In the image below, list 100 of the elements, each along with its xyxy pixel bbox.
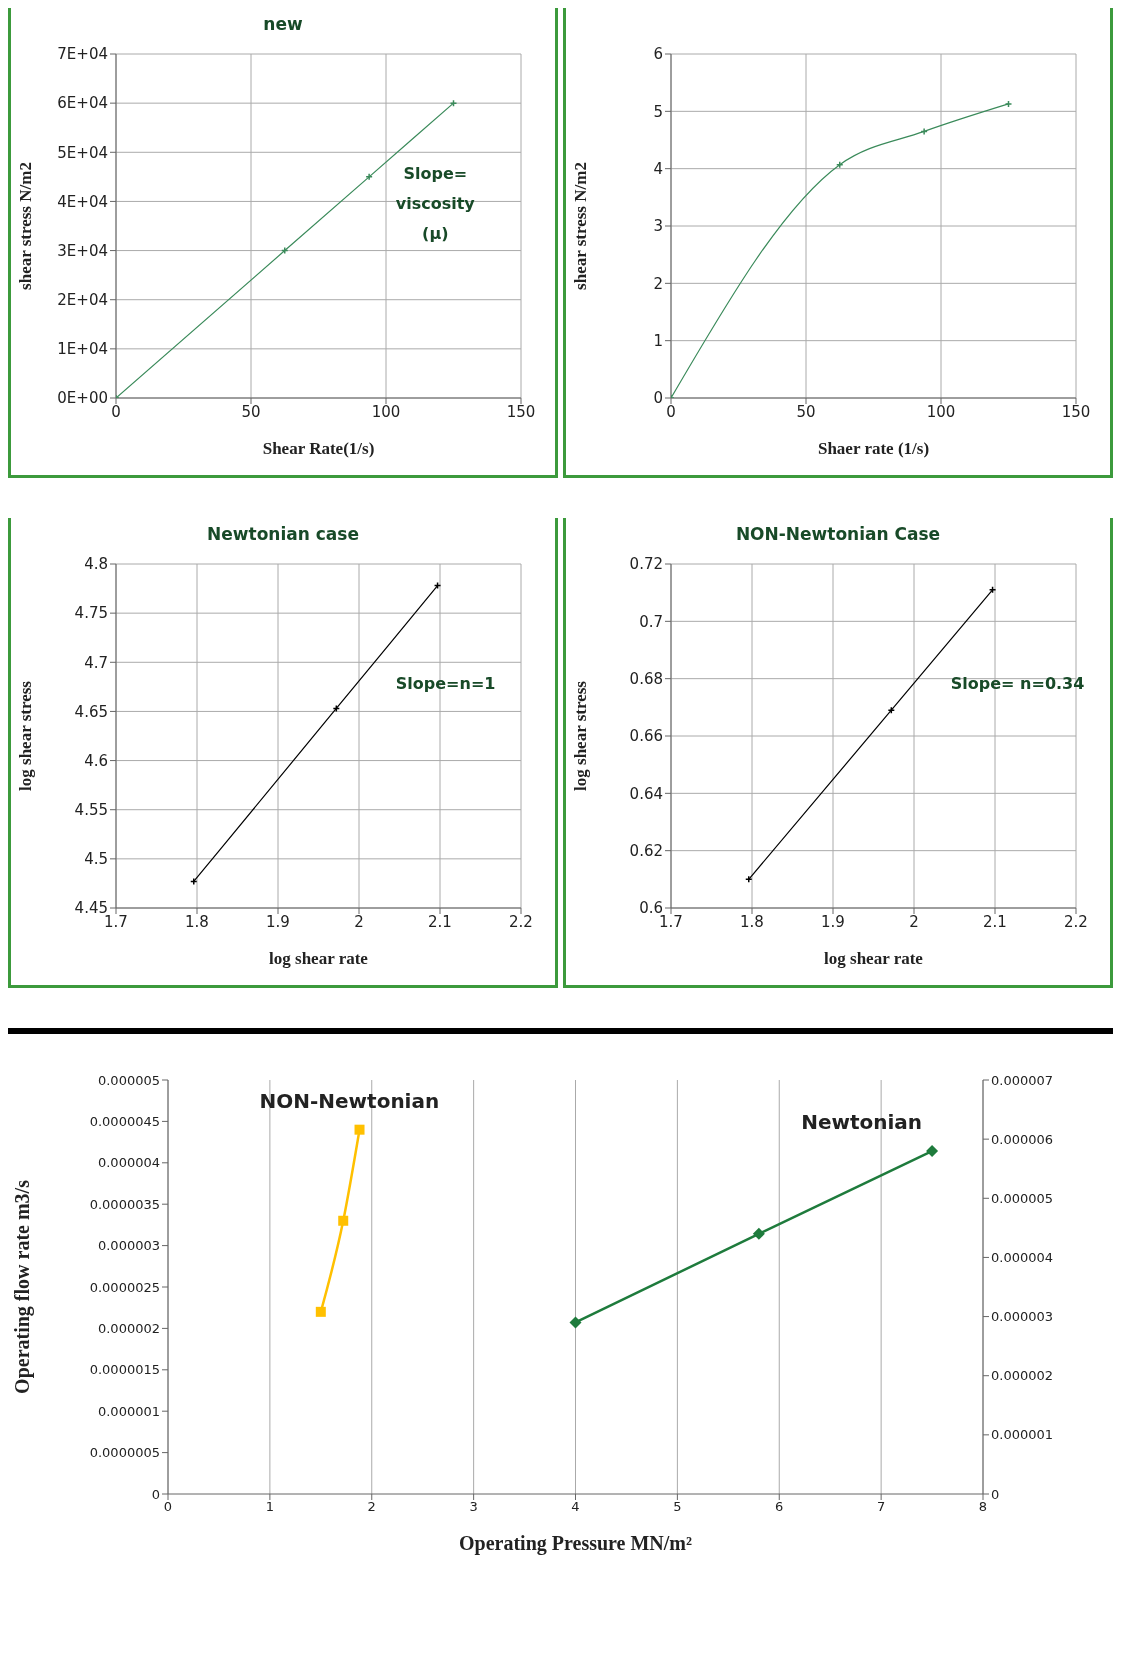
- x-tick-label: 6: [775, 1499, 784, 1515]
- y-tick-label: 4.5: [84, 850, 108, 869]
- annotation: Slope=n=1: [394, 673, 497, 696]
- y-tick-label: 0.0000025: [89, 1279, 160, 1295]
- y-tick-label: 6: [653, 45, 663, 64]
- x-tick-label: 7: [876, 1499, 886, 1515]
- y-tick-label: 0.0000015: [89, 1362, 160, 1378]
- y-axis-title: shear stress N/m2: [16, 162, 36, 290]
- y-tick-label: 5E+04: [57, 143, 108, 162]
- y2-tick-label: 0.000006: [991, 1131, 1054, 1147]
- point: [354, 1124, 365, 1135]
- x-tick-label: 2.2: [1064, 912, 1088, 931]
- x-tick-label: 2.2: [509, 912, 533, 931]
- y-tick-label: 0.0000035: [89, 1196, 160, 1212]
- y-tick-label: 4: [653, 159, 663, 178]
- x-tick-label: 50: [241, 402, 261, 421]
- point: [365, 173, 373, 181]
- y2-tick-label: 0.000001: [991, 1427, 1054, 1443]
- y-axis-title: log shear stress: [16, 680, 36, 791]
- y-tick-label: 0.62: [629, 841, 663, 860]
- y-tick-label: 4.65: [74, 702, 108, 721]
- point: [315, 1306, 326, 1317]
- y-tick-label: 4.8: [84, 555, 108, 574]
- y-tick-label: 0.000003: [97, 1238, 160, 1254]
- y-tick-label: 0.000001: [97, 1403, 160, 1419]
- x-tick-label: 1.9: [266, 912, 290, 931]
- point: [752, 1227, 765, 1240]
- point: [569, 1316, 582, 1329]
- x-tick-label: 1.8: [740, 912, 764, 931]
- y-tick-label: 7E+04: [57, 45, 108, 64]
- x-tick-label: 3: [469, 1499, 478, 1515]
- x-tick-label: 4: [571, 1499, 580, 1515]
- y-tick-label: 3: [653, 217, 663, 236]
- y-tick-label: 3E+04: [57, 241, 108, 260]
- x-axis-title: log shear rate: [269, 949, 369, 968]
- y-tick-label: 4.75: [74, 604, 108, 623]
- y-tick-label: 0: [653, 389, 663, 408]
- chart-title: new: [262, 13, 304, 36]
- x-axis-title: Shear Rate(1/s): [262, 439, 375, 458]
- x-tick-label: 5: [673, 1499, 682, 1515]
- y-tick-label: 0.7: [639, 612, 663, 631]
- x-tick-label: 150: [506, 402, 536, 421]
- x-tick-label: 0: [666, 402, 676, 421]
- x-tick-label: 2: [367, 1499, 376, 1515]
- x-tick-label: 0: [163, 1499, 173, 1515]
- y2-tick-label: 0.000007: [991, 1072, 1054, 1088]
- x-tick-label: 1.9: [821, 912, 845, 931]
- y2-tick-label: 0.000004: [991, 1250, 1054, 1266]
- y-axis-title: Operating flow rate m3/s: [11, 1179, 35, 1394]
- y-tick-label: 0.72: [629, 555, 663, 574]
- x-axis-title: Operating Pressure MN/m²: [459, 1532, 692, 1555]
- x-tick-label: 2.1: [428, 912, 452, 931]
- series-label: Newtonian: [801, 1109, 923, 1134]
- y-tick-label: 0: [151, 1486, 160, 1502]
- x-tick-label: 100: [926, 402, 956, 421]
- y-tick-label: 0.000004: [97, 1155, 160, 1171]
- x-tick-label: 150: [1061, 402, 1091, 421]
- x-tick-label: 50: [796, 402, 816, 421]
- y-tick-label: 0.64: [629, 784, 663, 803]
- y-tick-label: 4E+04: [57, 192, 108, 211]
- y-tick-label: 0.0000005: [89, 1445, 160, 1461]
- y-tick-label: 6E+04: [57, 94, 108, 113]
- x-tick-label: 2: [909, 912, 919, 931]
- annotation: Slope= viscosity (μ): [394, 163, 476, 246]
- x-tick-label: 1.8: [185, 912, 209, 931]
- x-tick-label: 8: [978, 1499, 988, 1515]
- x-tick-label: 1.7: [104, 912, 128, 931]
- chart-title: NON-Newtonian Case: [734, 523, 942, 546]
- y-tick-label: 2E+04: [57, 291, 108, 310]
- y-tick-label: 1: [653, 331, 663, 350]
- y-tick-label: 4.55: [74, 801, 108, 820]
- y-tick-label: 1E+04: [57, 340, 108, 359]
- annotation: Slope= n=0.34: [949, 673, 1086, 696]
- y-tick-label: 4.6: [84, 751, 108, 770]
- y2-tick-label: 0.000002: [991, 1368, 1054, 1384]
- chart-title: Newtonian case: [206, 523, 360, 546]
- x-tick-label: 100: [371, 402, 401, 421]
- x-axis-title: log shear rate: [824, 949, 924, 968]
- y-tick-label: 0E+00: [57, 389, 108, 408]
- series-label: NON-Newtonian: [259, 1088, 440, 1113]
- y-axis-title: log shear stress: [571, 680, 591, 791]
- point: [926, 1144, 939, 1157]
- y2-tick-label: 0.000005: [991, 1190, 1054, 1206]
- y2-tick-label: 0.000003: [991, 1309, 1054, 1325]
- point: [338, 1215, 349, 1226]
- y-tick-label: 0.000005: [97, 1072, 160, 1088]
- x-tick-label: 1: [265, 1499, 275, 1515]
- x-axis-title: Shaer rate (1/s): [817, 439, 930, 458]
- y2-tick-label: 0: [991, 1486, 1000, 1502]
- y-tick-label: 4.7: [84, 653, 108, 672]
- x-tick-label: 2: [354, 912, 364, 931]
- x-tick-label: 2.1: [983, 912, 1007, 931]
- y-tick-label: 0.0000045: [89, 1114, 160, 1130]
- x-tick-label: 1.7: [659, 912, 683, 931]
- y-tick-label: 2: [653, 274, 663, 293]
- y-axis-title: shear stress N/m2: [571, 162, 591, 290]
- y-tick-label: 0.000002: [97, 1321, 160, 1337]
- y-tick-label: 5: [653, 102, 663, 121]
- y-tick-label: 0.66: [629, 727, 663, 746]
- y-tick-label: 0.68: [629, 669, 663, 688]
